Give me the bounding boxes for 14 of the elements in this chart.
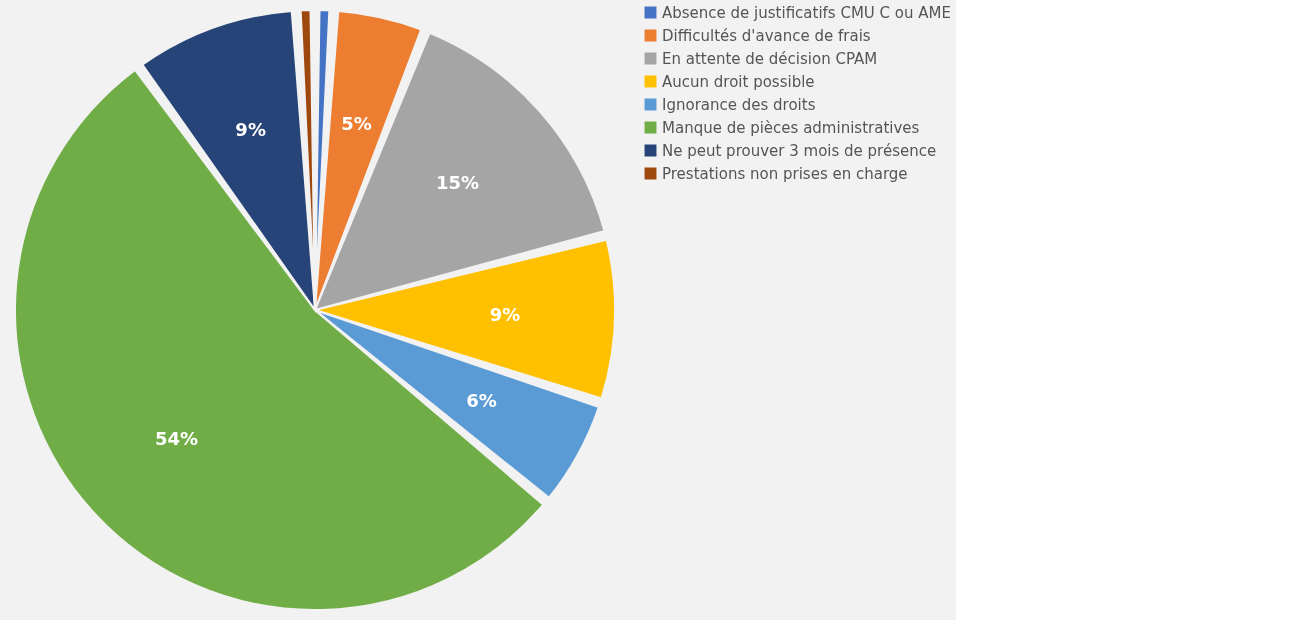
data-label: 5% (341, 112, 372, 134)
legend-label: Ne peut prouver 3 mois de présence (662, 141, 937, 160)
data-label: 9% (489, 303, 521, 325)
legend-label: En attente de décision CPAM (662, 49, 878, 68)
legend-label: Ignorance des droits (662, 95, 816, 114)
legend-label: Prestations non prises en charge (662, 164, 908, 183)
legend-label: Difficultés d'avance de frais (662, 26, 871, 45)
data-label: 9% (235, 119, 266, 141)
legend-label: Aucun droit possible (662, 72, 815, 91)
data-label: 54% (154, 428, 199, 450)
data-label: 6% (466, 389, 497, 411)
legend-label: Absence de justificatifs CMU C ou AME (662, 3, 951, 22)
data-label: 15% (435, 172, 480, 194)
legend-label: Manque de pièces administratives (662, 118, 920, 137)
